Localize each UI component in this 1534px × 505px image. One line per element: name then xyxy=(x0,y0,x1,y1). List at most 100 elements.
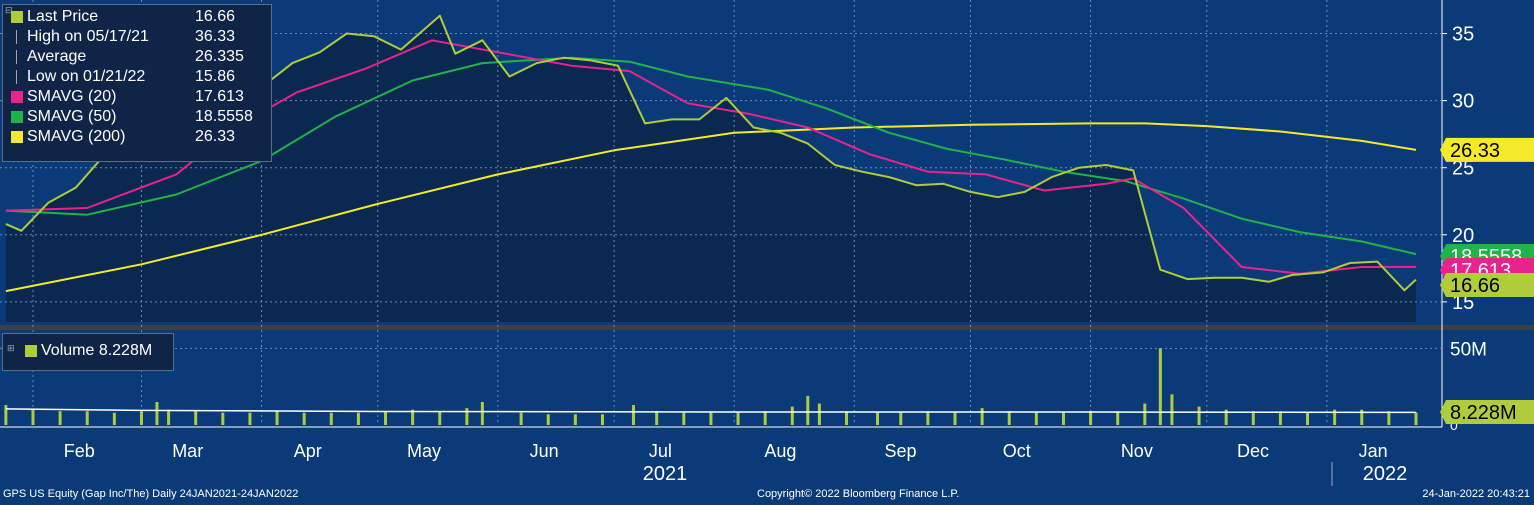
volume-bar xyxy=(85,411,89,425)
x-tick-label: Sep xyxy=(884,441,916,461)
legend-row: High on 05/17/21 36.33 xyxy=(3,27,271,47)
volume-bar xyxy=(736,412,740,425)
legend-swatch-icon xyxy=(11,11,23,23)
y-tick-label: 30 xyxy=(1452,91,1474,113)
volume-bar xyxy=(1306,412,1310,425)
legend-value: 36.33 xyxy=(195,28,236,45)
volume-legend: ⊞ Volume 8.228M xyxy=(2,333,174,371)
year-label: 2021 xyxy=(643,463,688,485)
volume-bar xyxy=(155,402,159,425)
collapse-icon[interactable]: ⊞ xyxy=(7,343,15,353)
volume-bar xyxy=(1007,411,1011,425)
volume-bar xyxy=(1360,409,1364,425)
legend-value: 15.86 xyxy=(195,68,236,85)
sma200-line xyxy=(5,122,1417,293)
year-label: 2022 xyxy=(1363,463,1408,485)
legend-label: Low on 01/21/22 xyxy=(27,68,146,85)
volume-bar xyxy=(275,411,279,425)
x-tick-label: Oct xyxy=(1003,441,1031,461)
volume-bar xyxy=(1414,412,1418,425)
volume-bar xyxy=(1251,411,1255,425)
volume-bar xyxy=(899,412,903,425)
y-tick-label: 25 xyxy=(1452,158,1474,180)
legend-row: SMAVG (50) 18.5558 xyxy=(3,107,271,127)
legend-value: 17.613 xyxy=(195,88,244,105)
volume-zero-label: 0 xyxy=(1450,417,1458,433)
volume-bar xyxy=(926,411,930,425)
price-legend: ⊟ Last Price 16.66 High on 05/17/21 36.33 Av… xyxy=(2,4,272,162)
volume-bar xyxy=(1333,409,1337,425)
volume-bar xyxy=(1197,406,1201,425)
legend-swatch-icon xyxy=(16,30,17,44)
y-tick-label: 20 xyxy=(1452,225,1474,247)
volume-bar xyxy=(31,409,35,425)
volume-bar xyxy=(1170,394,1174,425)
volume-bar xyxy=(112,412,116,425)
volume-bar xyxy=(600,414,604,425)
legend-value: 18.5558 xyxy=(195,108,253,125)
legend-label: Last Price xyxy=(27,8,99,25)
legend-row: Last Price 16.66 xyxy=(3,7,271,27)
footer-security: GPS US Equity (Gap Inc/The) Daily 24JAN2… xyxy=(3,488,299,500)
volume-bar xyxy=(1278,411,1282,425)
volume-bar xyxy=(139,411,143,425)
legend-swatch-icon xyxy=(16,70,17,84)
legend-label: SMAVG (50) xyxy=(27,108,117,125)
legend-value: 16.66 xyxy=(195,8,236,25)
volume-bar xyxy=(4,405,8,425)
collapse-icon[interactable]: ⊟ xyxy=(5,5,13,15)
volume-bar xyxy=(806,395,810,425)
x-tick-label: May xyxy=(407,441,441,461)
volume-bar xyxy=(845,411,849,425)
footer-timestamp: 24-Jan-2022 20:43:21 xyxy=(1422,488,1530,500)
volume-bar xyxy=(709,412,713,425)
volume-bar xyxy=(248,412,252,425)
volume-bar xyxy=(302,412,306,425)
value-tag-bg xyxy=(1440,137,1534,162)
volume-bar xyxy=(631,405,635,425)
volume-bar xyxy=(465,408,469,425)
volume-bar xyxy=(1061,412,1065,425)
volume-bar xyxy=(167,409,171,425)
volume-bar xyxy=(1089,411,1093,425)
legend-row: SMAVG (200) 26.33 xyxy=(3,127,271,147)
legend-row: Average 26.335 xyxy=(3,47,271,67)
volume-value-tag-bg xyxy=(1440,400,1534,424)
volume-value-tag: 8.228M xyxy=(1450,402,1517,424)
x-tick-label: Feb xyxy=(64,441,95,461)
legend-value: 26.335 xyxy=(195,48,244,65)
volume-bar xyxy=(221,412,225,425)
value-tag: 26.33 xyxy=(1450,140,1500,162)
volume-average-line xyxy=(5,408,1417,414)
volume-bar xyxy=(655,411,659,425)
legend-swatch-icon xyxy=(11,131,23,143)
volume-bar xyxy=(953,412,957,425)
legend-label: High on 05/17/21 xyxy=(27,28,149,45)
volume-bar xyxy=(980,408,984,425)
volume-bar xyxy=(1034,412,1038,425)
x-tick-label: Apr xyxy=(294,441,322,461)
x-tick-label: Aug xyxy=(764,441,796,461)
volume-bar xyxy=(790,406,794,425)
x-tick-label: Jun xyxy=(530,441,559,461)
volume-bar xyxy=(876,412,880,425)
legend-swatch-icon xyxy=(11,91,23,103)
volume-y-tick-label: 50M xyxy=(1450,339,1487,360)
volume-bar xyxy=(763,411,767,425)
sma20-line xyxy=(5,39,1417,275)
volume-bar xyxy=(546,414,550,425)
x-tick-label: Mar xyxy=(172,441,203,461)
legend-swatch-icon xyxy=(11,111,23,123)
legend-row: Low on 01/21/22 15.86 xyxy=(3,67,271,87)
volume-bar xyxy=(480,402,484,425)
volume-bar xyxy=(1224,409,1228,425)
volume-bar xyxy=(356,412,360,425)
x-tick-label: Nov xyxy=(1121,441,1153,461)
value-tag-bg xyxy=(1440,273,1534,297)
volume-bar xyxy=(1387,411,1391,425)
volume-bar xyxy=(682,412,686,425)
sma50-line xyxy=(5,56,1417,256)
volume-bar xyxy=(58,411,62,425)
